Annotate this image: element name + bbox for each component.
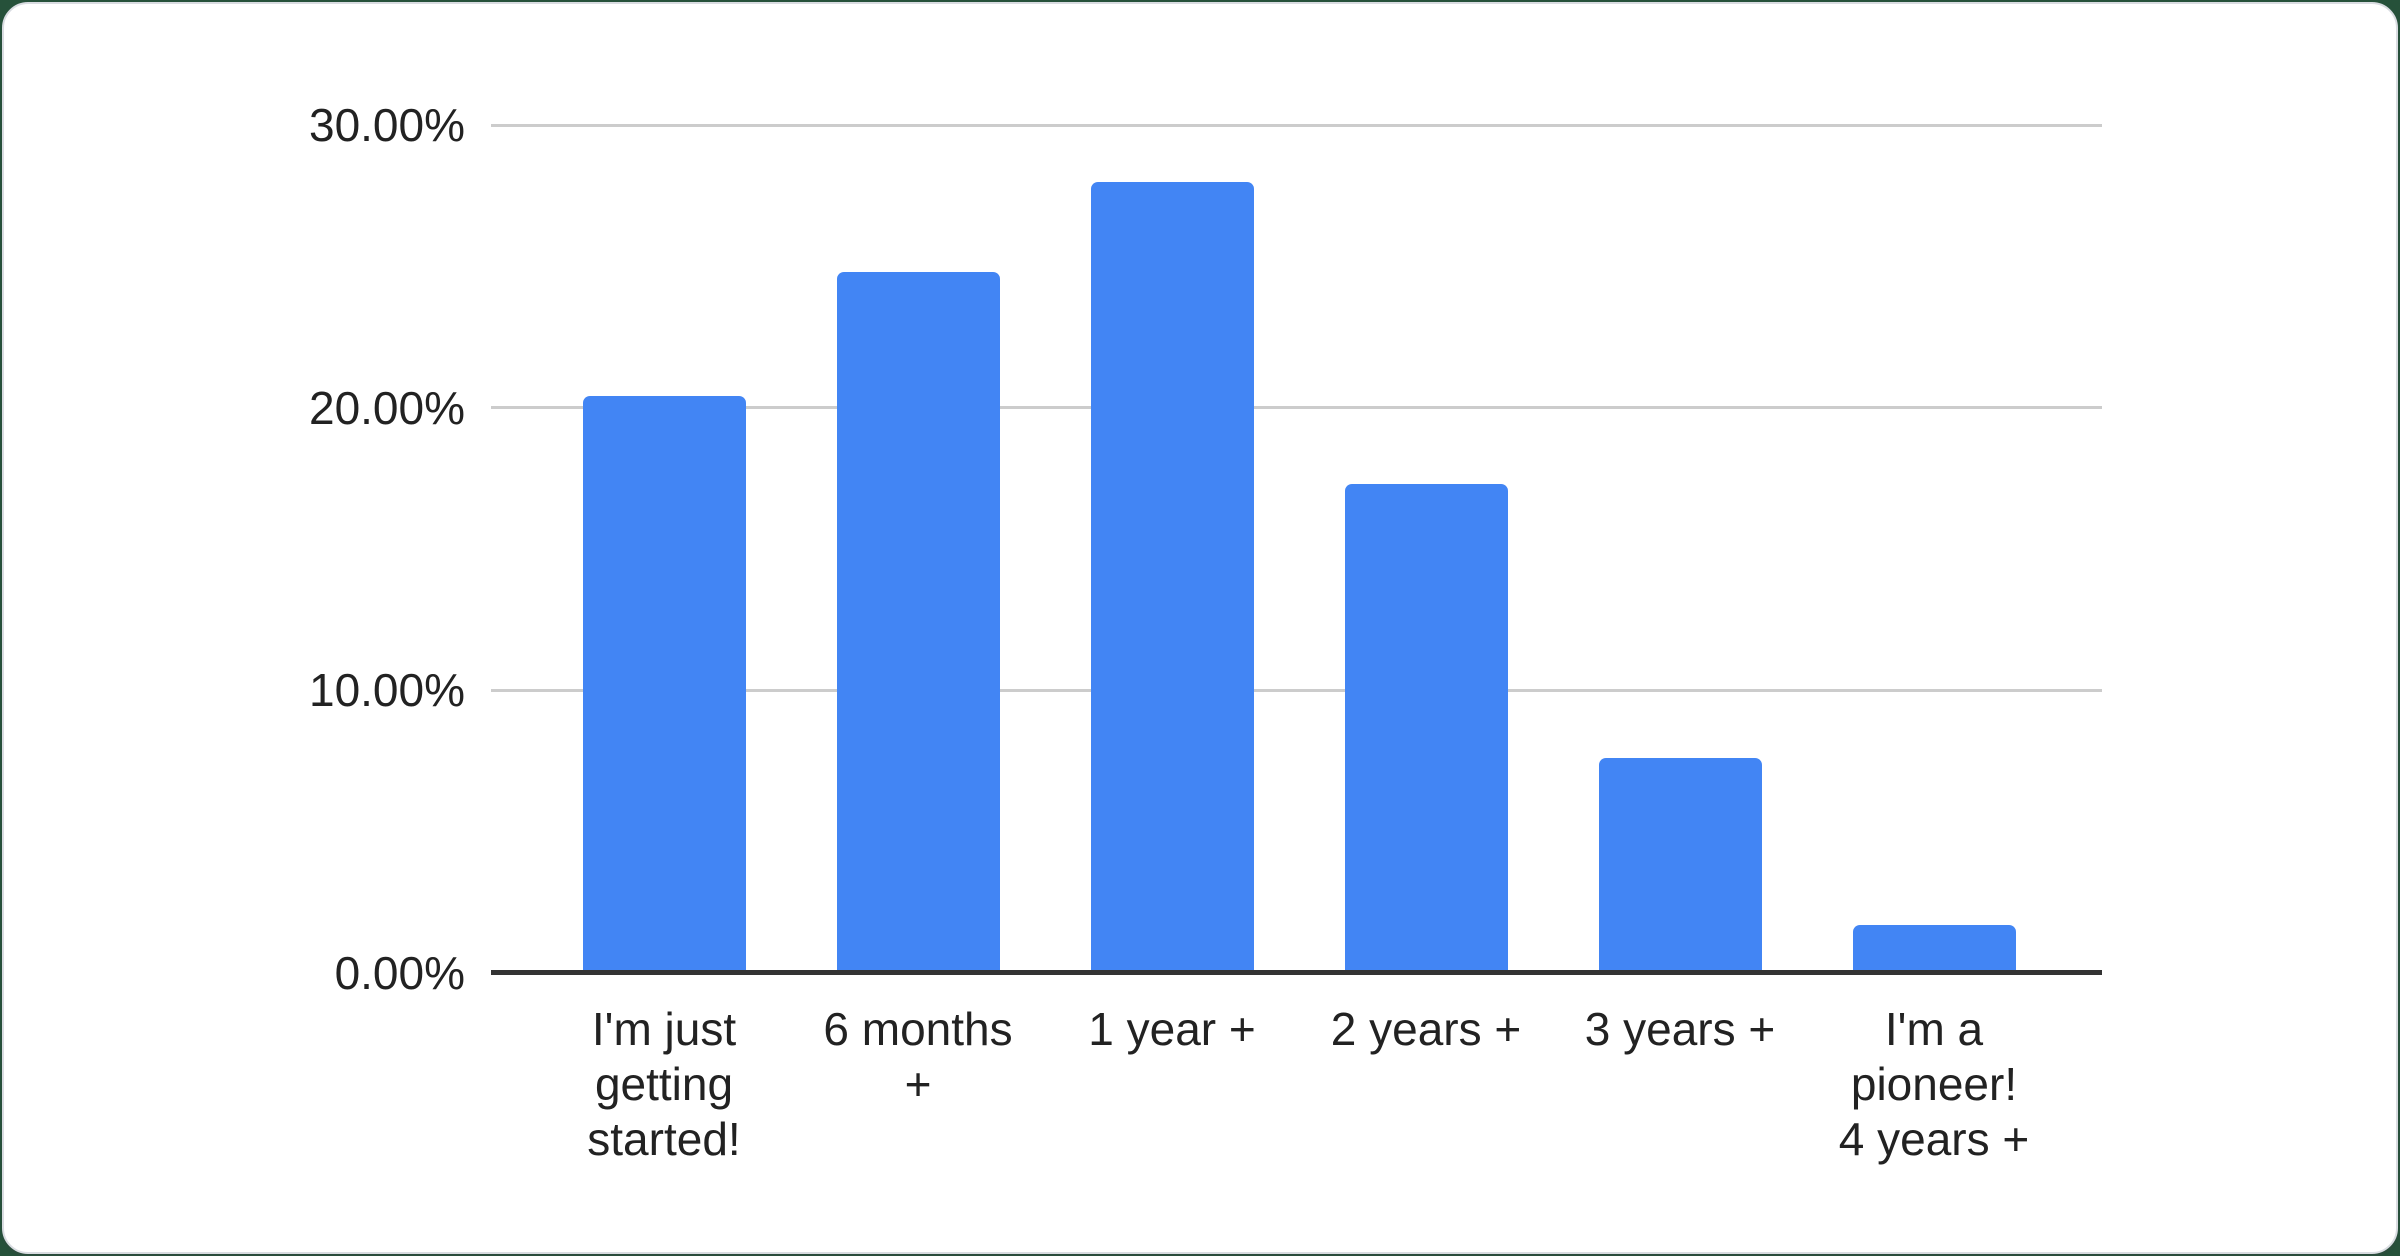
bar-1[interactable] [582,396,746,973]
y-tick-label: 10.00% [308,664,465,717]
x-category-label: 1 year + [1088,1003,1256,1055]
x-category-label: I'm just getting started! [587,1003,741,1165]
gridline [491,123,2102,127]
y-tick-label: 20.00% [308,381,465,434]
bar-chart: 30.00% 20.00% 10.00% 0.00% I'm just getting s… [4,4,2396,1252]
bar-slot [1553,125,1807,973]
bar-5[interactable] [1598,758,1762,973]
bar-slot [1299,125,1553,973]
bars-row [491,125,2102,973]
bar-3[interactable] [1090,181,1254,973]
bar-2[interactable] [836,272,1000,973]
bar-slot [791,125,1045,973]
bar-slot [537,125,791,973]
x-axis-line [491,970,2102,975]
y-axis-labels: 30.00% 20.00% 10.00% 0.00% [4,4,2396,1252]
x-category-label: I'm a pioneer! 4 years + [1838,1003,2030,1165]
bar-slot [1807,125,2061,973]
gridline [491,406,2102,410]
x-category-label: 3 years + [1584,1003,1776,1055]
x-axis-labels: I'm just getting started! 6 months + 1 year +… [491,1002,2102,1167]
x-category-label: 2 years + [1330,1003,1522,1055]
bar-6[interactable] [1852,924,2016,973]
y-tick-label: 0.00% [334,947,465,999]
y-tick-label: 30.00% [308,99,465,151]
bar-slot [1045,125,1299,973]
x-category-label: 6 months + [823,1003,1013,1110]
plot-area [491,123,2102,975]
bar-4[interactable] [1344,484,1508,973]
gridline [491,688,2102,692]
